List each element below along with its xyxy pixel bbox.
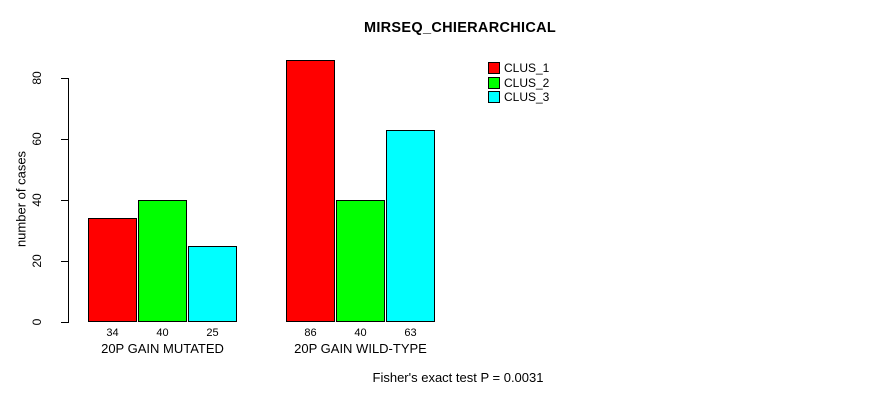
y-tick-label: 80 — [30, 71, 44, 85]
legend-label: CLUS_2 — [504, 75, 550, 90]
bar-clus_2-group2 — [336, 200, 385, 322]
x-category-label: 20P GAIN MUTATED — [101, 341, 224, 356]
bar-clus_1-group1 — [88, 218, 137, 322]
y-tick-mark — [61, 78, 68, 79]
y-tick-label: 40 — [30, 193, 44, 207]
bar-value-label: 86 — [304, 327, 317, 339]
legend-swatch-clus_2 — [488, 76, 500, 89]
legend-label: CLUS_1 — [504, 61, 550, 75]
y-tick-label: 60 — [30, 132, 44, 146]
y-tick-mark — [61, 261, 68, 262]
y-tick-mark — [61, 139, 68, 140]
y-tick-label: 0 — [30, 318, 44, 326]
bar-clus_3-group1 — [188, 246, 237, 322]
bar-value-label: 25 — [206, 327, 219, 339]
y-tick-mark — [61, 200, 68, 201]
bar-clus_3-group2 — [386, 130, 435, 322]
legend-label: CLUS_3 — [504, 90, 550, 104]
bar-clus_1-group2 — [286, 60, 335, 322]
y-tick-mark — [61, 322, 68, 323]
x-category-label: 20P GAIN WILD-TYPE — [294, 341, 427, 356]
bar-clus_2-group1 — [138, 200, 187, 322]
y-tick-label: 20 — [30, 254, 44, 268]
bar-value-label: 40 — [354, 327, 367, 339]
legend-swatch-clus_3 — [488, 91, 500, 103]
y-axis-line — [68, 78, 69, 323]
bar-value-label: 34 — [106, 327, 119, 339]
chart-title: MIRSEQ_CHIERARCHICAL — [363, 20, 557, 36]
bar-value-label: 40 — [156, 327, 169, 339]
footnote-text: Fisher's exact test P = 0.0031 — [372, 370, 544, 385]
y-axis-title: number of cases — [13, 150, 29, 248]
legend-swatch-clus_1 — [488, 62, 500, 74]
bar-value-label: 63 — [404, 327, 417, 339]
